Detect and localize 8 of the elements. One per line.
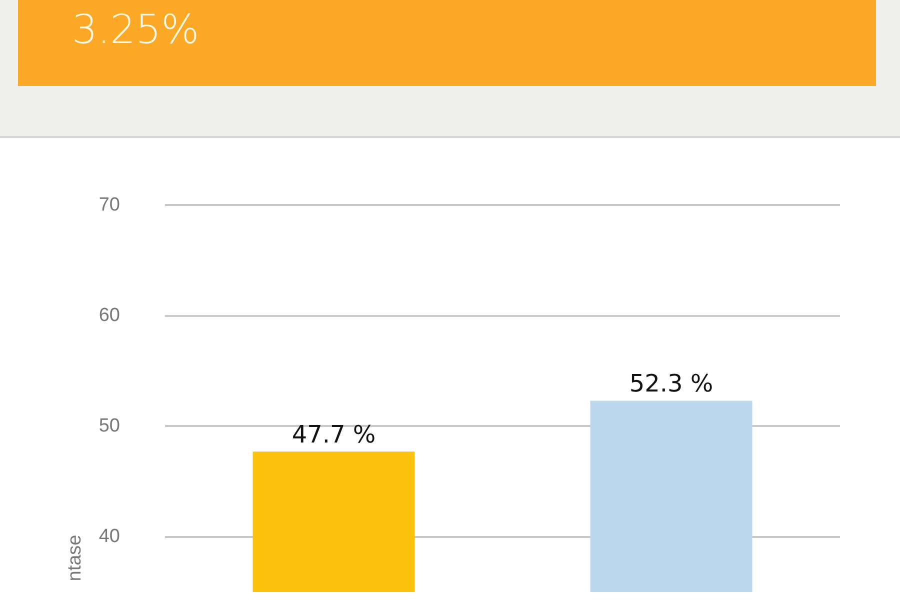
data-label: 47.7 % — [292, 420, 376, 449]
y-tick-label: 60 — [98, 305, 120, 326]
y-axis-title: ntase — [64, 534, 86, 582]
y-tick-label: 70 — [98, 194, 120, 216]
y-tick-label: 50 — [98, 416, 120, 437]
y-tick-label: 40 — [98, 526, 120, 548]
data-label: 52.3 % — [629, 370, 714, 398]
chart-title: 3.25% — [72, 6, 200, 54]
